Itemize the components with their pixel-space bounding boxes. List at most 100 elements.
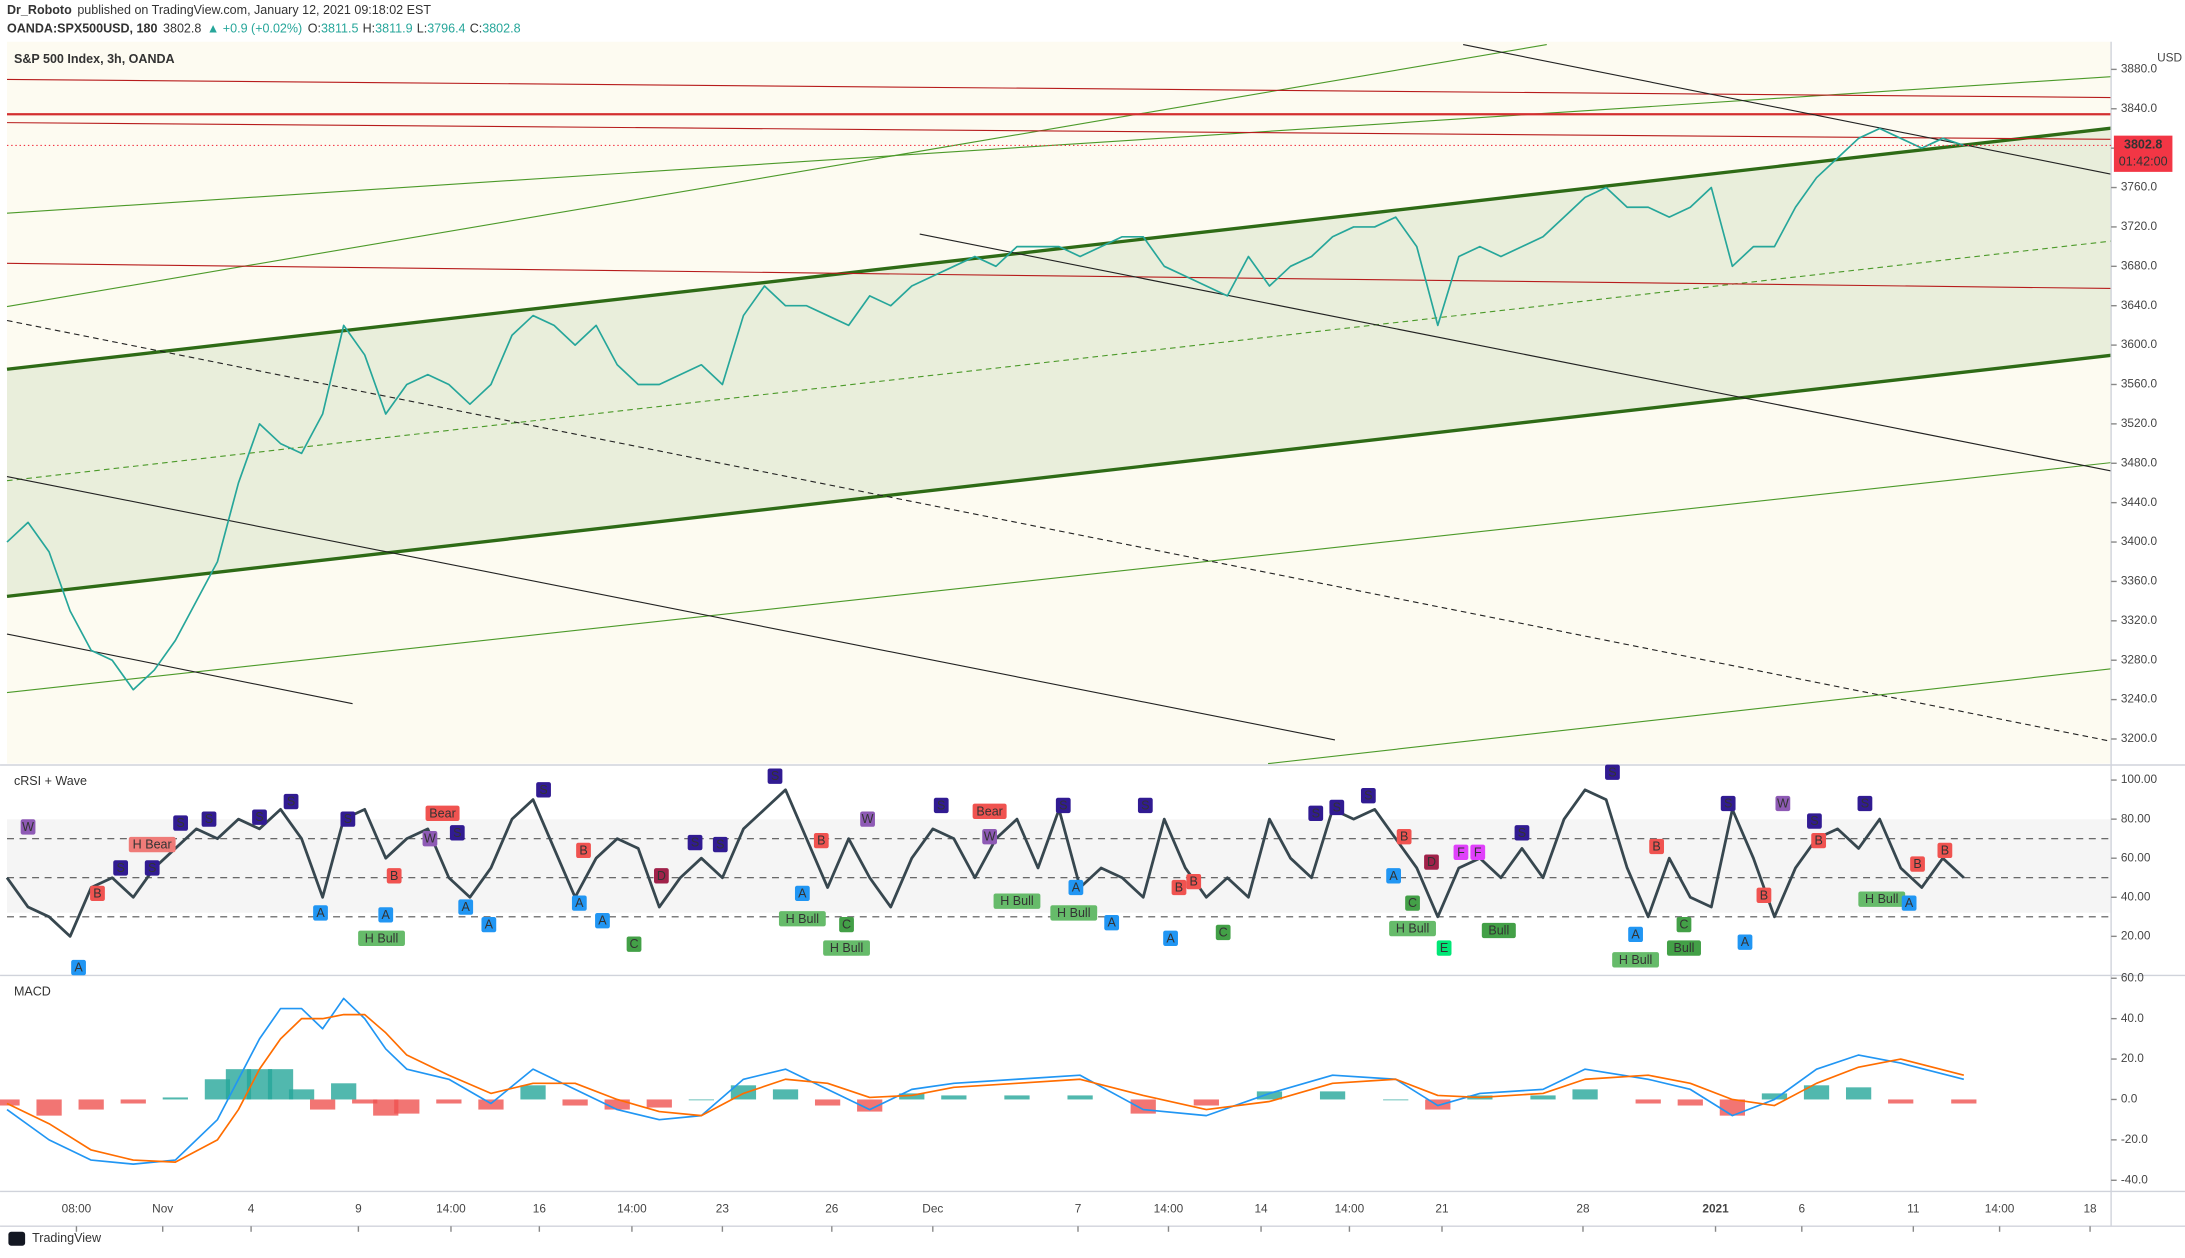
- histogram-bar: [604, 1099, 630, 1110]
- signal-badge: [1453, 844, 1469, 861]
- resistance: [7, 122, 2112, 140]
- signal-label: B: [1175, 881, 1183, 895]
- signal-badge: [1405, 895, 1420, 911]
- ohlc-label: C:: [470, 22, 483, 36]
- y-tick-label: 3480.0: [2121, 455, 2158, 469]
- signal-label: H Bull: [786, 912, 819, 926]
- signal-label: A: [1107, 916, 1116, 930]
- signal-badge: [1858, 891, 1906, 907]
- signal-label: S: [1608, 765, 1616, 779]
- signal-badge: [1055, 797, 1071, 814]
- signal-label: S: [344, 812, 352, 826]
- signal-badge: [993, 893, 1041, 909]
- histogram-bar: [1677, 1099, 1703, 1106]
- signal-badge: [1215, 924, 1231, 941]
- signal-badge: [173, 815, 188, 831]
- y-tick-label: -20.0: [2121, 1132, 2148, 1146]
- signal-badge: [595, 913, 610, 929]
- histogram-bar: [772, 1089, 799, 1100]
- symbol-line: OANDA:SPX500USD, 180 3802.8 ▲ +0.9 (+0.02%…: [7, 22, 521, 36]
- histogram-bar: [1530, 1095, 1556, 1100]
- resistance: [7, 78, 2112, 99]
- pane-title: MACD: [14, 984, 51, 998]
- signal-label: Bull: [1488, 923, 1509, 937]
- signal-badge: [1612, 952, 1659, 968]
- series-line: [6, 997, 1965, 1165]
- signal-badge: [1386, 868, 1401, 884]
- signal-label: S: [716, 838, 724, 852]
- ohlc-value: 3802.8: [482, 22, 520, 36]
- signal-badge: [71, 959, 86, 976]
- histogram-bar: [857, 1099, 883, 1112]
- signal-badge: [778, 911, 826, 927]
- y-tick-label: 60.00: [2121, 850, 2151, 864]
- signal-badge: [20, 819, 36, 835]
- signal-label: A: [74, 961, 83, 975]
- signal-badge: [90, 885, 105, 902]
- signal-label: S: [1518, 826, 1526, 840]
- y-tick-label: 0.0: [2121, 1092, 2138, 1106]
- signal-label: B: [817, 834, 825, 848]
- histogram-bar: [436, 1099, 462, 1104]
- y-tick-label: -40.0: [2121, 1172, 2148, 1186]
- signal-badge: [536, 782, 551, 798]
- signal-label: B: [390, 869, 398, 883]
- y-tick-label: 3560.0: [2121, 377, 2158, 391]
- x-tick-label: 11: [1907, 1202, 1919, 1216]
- signal-badge: [113, 860, 129, 876]
- signal-label: H Bear: [133, 838, 172, 852]
- histogram-bar: [1425, 1099, 1451, 1110]
- histogram-bar: [814, 1099, 841, 1106]
- histogram-bar: [646, 1099, 672, 1108]
- histogram-bar: [1193, 1099, 1219, 1106]
- logo-text: TradingView: [32, 1231, 102, 1245]
- x-tick-label: 14: [1254, 1202, 1268, 1216]
- histogram-bar: [352, 1099, 378, 1104]
- signal-label: S: [1059, 798, 1067, 812]
- x-tick-label: 14:00: [1985, 1202, 2015, 1216]
- signal-badge: [1901, 895, 1917, 911]
- signal-label: A: [1631, 927, 1640, 941]
- symbol: OANDA:SPX500USD, 180: [7, 22, 157, 36]
- signal-label: S: [176, 816, 184, 830]
- signal-badge: [1308, 805, 1324, 821]
- publish-line: Dr_Roboto published on TradingView.com, J…: [7, 3, 431, 17]
- signal-badge: [1186, 873, 1202, 890]
- signal-label: H Bull: [1000, 894, 1033, 908]
- histogram-bar: [688, 1099, 714, 1101]
- y-tick-label: 60.0: [2121, 970, 2144, 984]
- signal-badge: [1811, 832, 1827, 849]
- signal-label: A: [1741, 935, 1750, 949]
- signal-label: S: [937, 798, 945, 812]
- signal-badge: [1050, 905, 1098, 921]
- signal-badge: [1756, 887, 1772, 903]
- support: [7, 262, 2112, 289]
- signal-label: S: [1333, 800, 1341, 814]
- signal-badge: [425, 805, 460, 821]
- signal-label: W: [22, 820, 34, 834]
- signal-badge: [576, 842, 591, 859]
- signal-badge: [1514, 825, 1530, 841]
- signal-badge: [1389, 920, 1436, 937]
- pane-title: S&P 500 Index, 3h, OANDA: [14, 52, 175, 66]
- x-tick-label: 28: [1576, 1202, 1590, 1216]
- signal-label: H Bull: [1619, 953, 1652, 967]
- signal-badge: [1396, 829, 1412, 845]
- signal-badge: [283, 793, 299, 810]
- signal-label: S: [453, 826, 461, 840]
- signal-badge: [252, 809, 267, 825]
- signal-label: S: [1364, 789, 1372, 803]
- signal-label: B: [1652, 839, 1660, 853]
- signal-label: C: [842, 918, 851, 932]
- x-tick-label: 26: [825, 1202, 839, 1216]
- signal-badge: [1104, 915, 1120, 931]
- trend-line: [6, 633, 353, 705]
- currency: USD: [2157, 51, 2182, 65]
- signal-label: A: [1166, 931, 1175, 945]
- signal-label: A: [316, 906, 325, 920]
- x-tick-label: Dec: [922, 1202, 943, 1216]
- x-tick-label: 21: [1435, 1202, 1448, 1216]
- signal-label: C: [1679, 918, 1688, 932]
- author: Dr_Roboto: [7, 3, 72, 17]
- histogram-bar: [1256, 1091, 1283, 1100]
